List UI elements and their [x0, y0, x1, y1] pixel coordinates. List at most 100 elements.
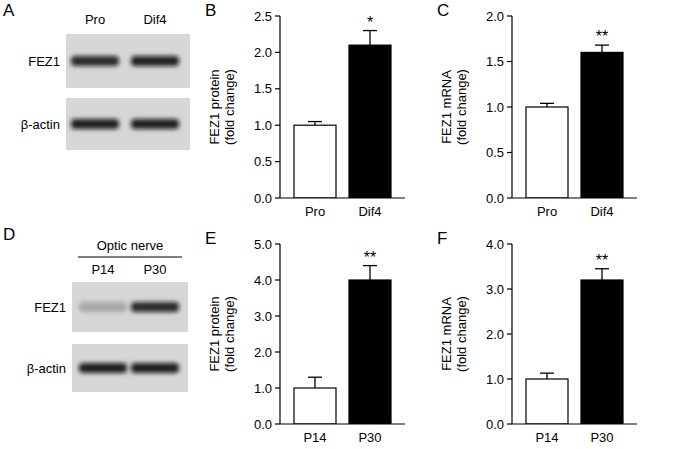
x-tick-label: P14: [303, 430, 326, 445]
panel-label: E: [205, 229, 216, 248]
panel-label: F: [437, 229, 447, 248]
y-tick-label: 1.0: [254, 381, 272, 396]
blot-band: [71, 56, 119, 66]
blot-background: [72, 344, 188, 392]
y-tick: [507, 288, 512, 289]
axis-title: (fold change): [222, 296, 237, 372]
y-tick-label: 2.0: [254, 345, 272, 360]
blot-background: [66, 98, 190, 150]
blot-band: [79, 363, 127, 373]
error-stem: [601, 45, 602, 52]
y-tick: [275, 315, 280, 316]
y-tick: [275, 161, 280, 162]
y-tick: [507, 61, 512, 62]
figure: AProDif4FEZ1β-actinDOptic nerveP14P30FEZ…: [0, 0, 685, 449]
y-tick: [507, 106, 512, 107]
y-tick-label: 1.0: [486, 372, 504, 387]
bar: [294, 125, 336, 198]
bar: [526, 379, 568, 424]
error-bar: [363, 31, 377, 46]
x-tick-label: Dif4: [358, 204, 381, 219]
error-cap: [308, 377, 322, 378]
lane-label: Dif4: [143, 12, 166, 27]
y-tick: [507, 423, 512, 424]
y-tick-label: 5.0: [254, 237, 272, 252]
x-tick-label: Dif4: [590, 204, 613, 219]
y-tick: [275, 279, 280, 280]
axis-title: FEZ1 protein: [207, 296, 222, 371]
error-cap: [308, 121, 322, 122]
axis-title: (fold change): [454, 296, 469, 372]
y-tick-label: 2.0: [486, 9, 504, 24]
significance-mark: *: [367, 14, 373, 31]
y-tick: [275, 125, 280, 126]
y-tick-label: 3.0: [254, 309, 272, 324]
error-bar: [540, 103, 554, 107]
y-tick: [275, 423, 280, 424]
x-axis: [280, 197, 405, 198]
error-stem: [314, 377, 315, 388]
plot-area: [526, 45, 623, 198]
y-tick: [507, 333, 512, 334]
y-tick-label: 1.5: [254, 81, 272, 96]
y-tick-label: 0.0: [486, 417, 504, 432]
axis-title: FEZ1 mRNA: [439, 297, 454, 371]
panel-label: B: [205, 1, 216, 20]
error-stem: [546, 373, 547, 379]
bar: [581, 52, 623, 198]
y-axis: [279, 244, 280, 424]
axis-title: FEZ1 protein: [207, 69, 222, 144]
error-bar: [363, 266, 377, 280]
y-tick-label: 0.5: [254, 154, 272, 169]
y-tick: [275, 197, 280, 198]
blot-band: [71, 119, 119, 129]
x-axis: [512, 423, 637, 424]
blot-band: [131, 119, 179, 129]
y-tick: [275, 243, 280, 244]
y-tick-label: 1.0: [486, 100, 504, 115]
lane-label: P30: [143, 262, 166, 277]
y-tick-label: 2.5: [254, 9, 272, 24]
blot-band: [79, 302, 127, 312]
blot-row-label: β-actin: [27, 361, 66, 376]
blot-row-label: β-actin: [21, 117, 60, 132]
axis-title: FEZ1 mRNA: [439, 70, 454, 144]
y-tick: [275, 387, 280, 388]
axis-title: (fold change): [222, 69, 237, 145]
blot-background: [72, 282, 188, 332]
y-tick: [275, 15, 280, 16]
blot-band: [131, 363, 179, 373]
bar: [349, 280, 391, 424]
y-tick: [275, 351, 280, 352]
error-stem: [369, 266, 370, 280]
x-tick-label: P30: [358, 430, 381, 445]
y-tick: [275, 88, 280, 89]
y-tick-label: 2.0: [486, 327, 504, 342]
y-tick-label: 0.0: [254, 417, 272, 432]
error-bar: [595, 45, 609, 52]
bar: [581, 280, 623, 424]
panel-label: D: [3, 225, 15, 244]
plot-area: [294, 31, 391, 198]
bar: [526, 107, 568, 198]
y-tick-label: 4.0: [486, 237, 504, 252]
lane-label: Pro: [85, 12, 105, 27]
error-bar: [540, 373, 554, 379]
x-tick-label: P30: [590, 430, 613, 445]
y-axis: [279, 16, 280, 198]
y-tick-label: 3.0: [486, 282, 504, 297]
y-tick: [507, 378, 512, 379]
y-tick: [275, 52, 280, 53]
blot-background: [66, 34, 190, 88]
axis-title: (fold change): [454, 69, 469, 145]
y-tick-label: 1.5: [486, 54, 504, 69]
error-cap: [540, 372, 554, 373]
blot-band: [131, 56, 179, 66]
y-tick-label: 0.0: [486, 191, 504, 206]
lane-label: P14: [91, 262, 114, 277]
plot-area: [294, 266, 391, 424]
blot-row-label: FEZ1: [34, 300, 66, 315]
x-tick-label: Pro: [305, 204, 325, 219]
y-tick-label: 4.0: [254, 273, 272, 288]
significance-mark: **: [364, 249, 376, 266]
